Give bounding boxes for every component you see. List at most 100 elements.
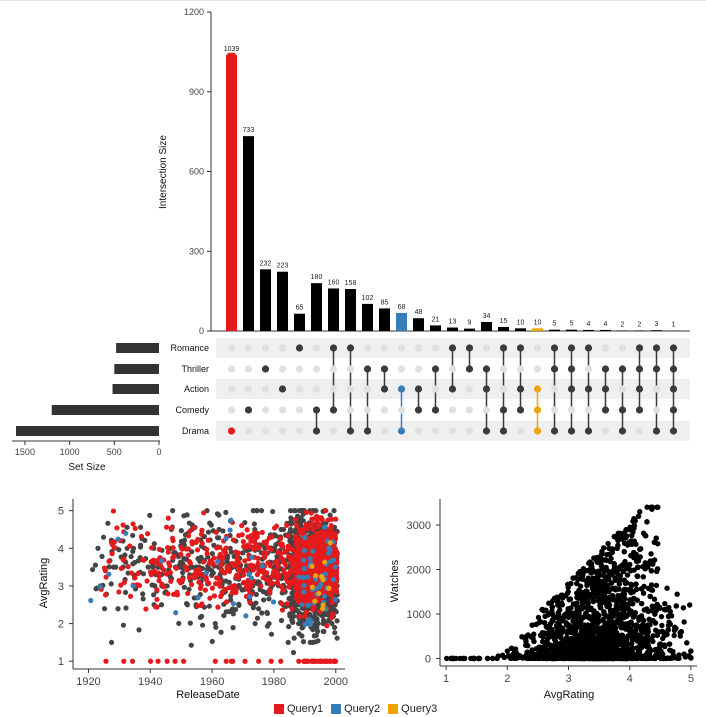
scatter1-point-query1 [330,553,336,559]
scatter1-point-query1 [250,563,256,569]
scatter2-point [629,532,635,539]
scatter1-point-query1 [315,530,321,536]
scatter1-point-other [158,602,165,608]
scatter2-point [645,626,651,632]
scatter1-point-query1 [109,551,115,557]
scatter1-point-query1 [199,527,205,533]
scatter1-point-query1 [147,658,154,664]
scatter1-point-other [180,570,186,576]
scatter2-point [565,581,571,588]
scatter1-point-query1 [281,567,287,574]
matrix-dot-inactive [227,365,236,373]
scatter1-point-other [151,541,157,547]
scatter1-point-query1 [136,582,143,589]
scatter1-point-other [331,508,337,514]
scatter1-y-axis-title: AvgRating [38,558,50,609]
matrix-dot-active [244,406,253,414]
scatter1-point-query1 [156,546,163,553]
scatter2-point [648,568,655,574]
intersection-bar-label: 1 [672,322,676,329]
matrix-dot-active [465,344,474,352]
scatter1-point-query2 [115,536,121,542]
scatter1-point-other [230,611,236,617]
scatter1-point-query1 [233,589,239,595]
scatter1-point-other [135,558,141,564]
intersection-bar-label: 2 [621,321,625,328]
scatter2-point [626,539,632,546]
matrix-dot-inactive [465,385,474,393]
intersection-bar [651,330,662,331]
scatter1-point-query1 [125,564,131,570]
intersection-bar-label: 68 [398,304,406,311]
scatter1-point-other [266,596,272,602]
scatter1-y-tick-label: 2 [58,619,64,631]
scatter1-point-other [140,571,147,577]
scatter2-point [673,625,679,632]
scatter1-point-query1 [192,575,198,581]
scatter1-point-query1 [185,546,191,552]
scatter2-point [535,614,542,621]
scatter1-point-query1 [289,580,295,587]
matrix-dot-active [363,365,372,373]
scatter2-point [603,595,610,601]
matrix-dot-inactive [584,365,593,373]
scatter1-point-query1 [130,521,136,527]
scatter1-point-query2 [228,517,234,523]
scatter1-point-query1 [314,658,320,664]
matrix-dot-inactive [533,365,542,373]
scatter2-point [511,655,517,662]
intersection-bar [515,328,526,331]
scatter1-point-other [100,534,107,540]
set-size-tick-label: 1500 [15,447,35,457]
matrix-dot-inactive [312,344,321,352]
intersection-bar-label: 102 [362,295,374,302]
scatter1-point-query2 [302,534,308,541]
scatter1-point-query1 [273,523,280,529]
scatter1-point-query2 [301,565,307,572]
scatter1-point-query1 [308,510,314,516]
scatter2-point [624,572,631,578]
matrix-dot-inactive [618,385,627,393]
scatter1-point-query1 [251,546,257,552]
intersection-bar-label: 9 [468,320,472,327]
scatter1-point-query1 [255,560,261,566]
scatter1-x-tick-label: 1940 [138,676,162,688]
scatter2-point [542,613,548,619]
intersection-bar-label: 4 [587,321,591,328]
scatter2-point [627,526,634,532]
scatter1-point-other [299,508,305,514]
scatter1-point-query1 [170,545,176,551]
matrix-dot-inactive [295,406,304,414]
matrix-dot-active [635,406,644,414]
scatter1-point-query1 [230,537,237,543]
scatter1-point-query1 [285,533,291,539]
intersection-y-tick-label: 1200 [184,7,204,17]
scatter1-point-query1 [293,595,300,601]
scatter1-points [88,508,340,664]
scatter1-point-other [314,619,320,625]
scatter2-point [674,591,680,597]
scatter2-point [654,566,661,572]
scatter1-point-query1 [285,543,291,549]
intersection-bar-label: 2 [638,321,642,328]
matrix-dot-active [499,406,508,414]
matrix-dot-inactive [550,406,559,414]
scatter1-point-query1 [145,531,151,537]
scatter1-point-query1 [186,575,192,581]
scatter1-point-query1 [172,658,178,664]
scatter1-point-query1 [225,567,231,573]
scatter2-point [640,574,647,580]
matrix-dot-inactive [363,344,372,352]
scatter1-point-query1 [310,525,316,531]
scatter1-point-other [195,555,201,562]
matrix-dot-active [516,344,525,352]
scatter1-point-query1 [255,555,261,561]
scatter2-point [548,600,554,606]
matrix-dot-inactive [295,385,304,393]
scatter2-point [635,513,642,519]
scatter1-point-query2 [195,594,201,601]
scatter1-point-query1 [332,658,338,664]
scatter1-point-other [230,625,236,631]
scatter1-point-query1 [283,562,289,568]
matrix-dot-active [601,406,610,414]
